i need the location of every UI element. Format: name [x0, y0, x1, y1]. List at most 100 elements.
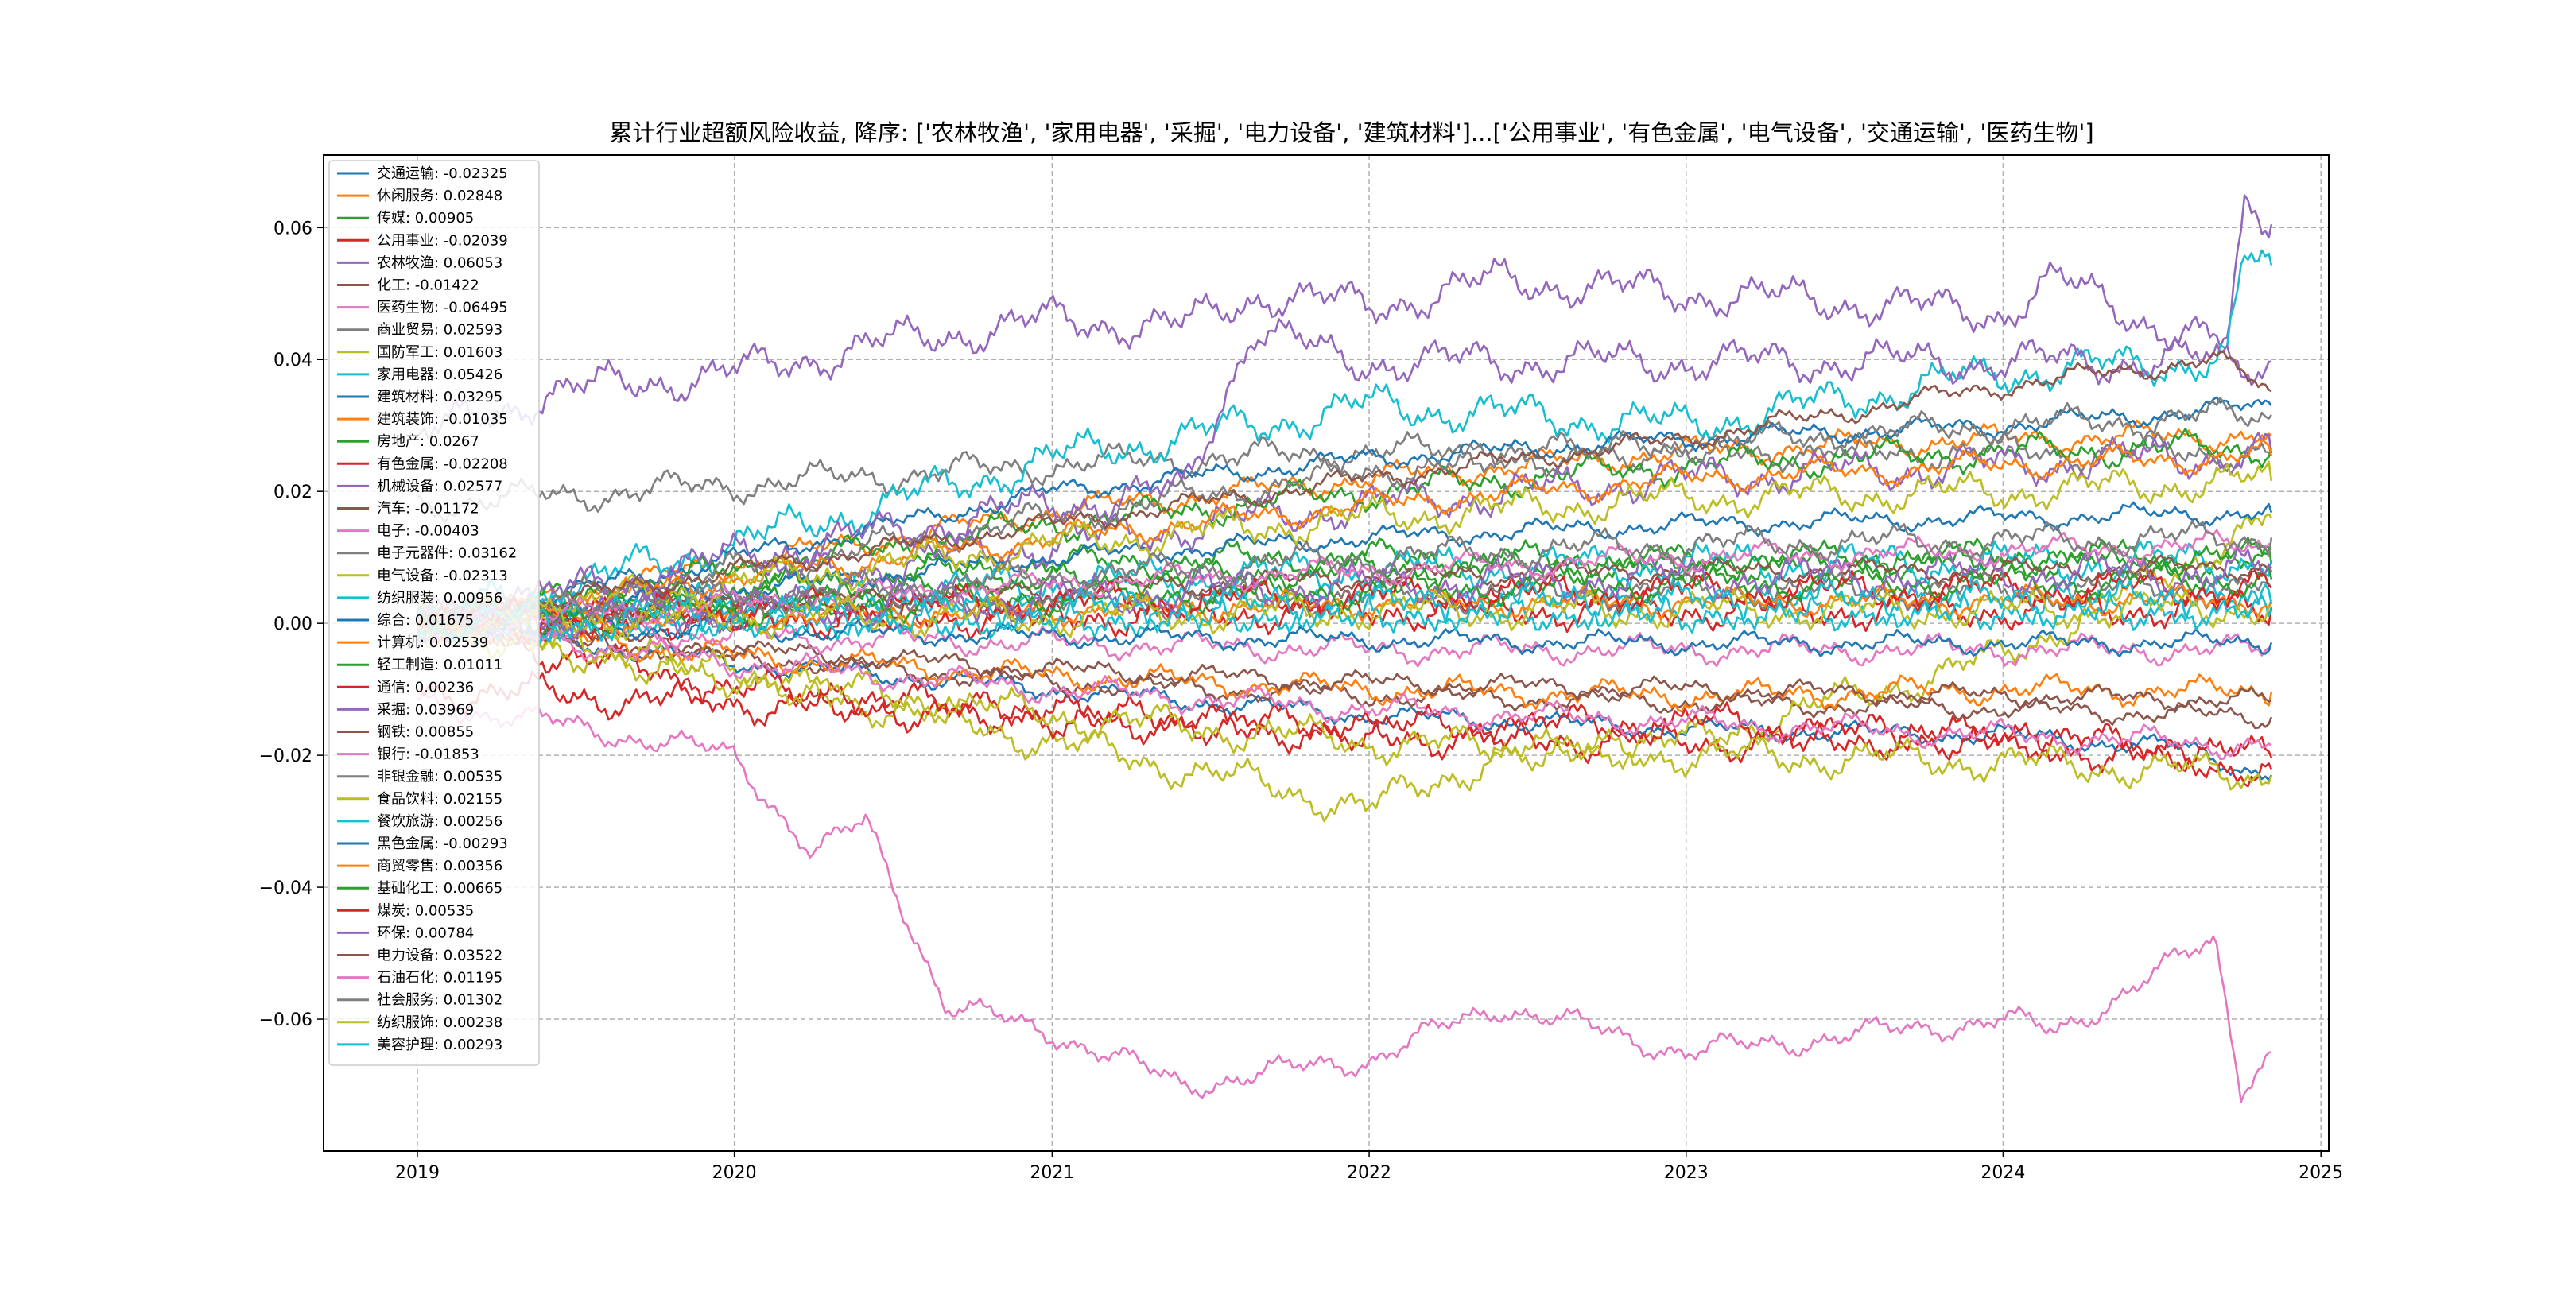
series-line	[417, 428, 2273, 634]
legend-entry-separator: :	[434, 568, 444, 584]
series-line	[416, 520, 2273, 639]
legend-entry-separator: :	[434, 300, 444, 316]
legend-entry-value: -0.00293	[444, 835, 508, 852]
legend-entry: 餐饮旅游: 0.00256	[377, 813, 502, 830]
legend-entry-separator: :	[405, 746, 415, 763]
legend-entry-name: 纺织服饰	[377, 1014, 434, 1031]
legend-entry-value: 0.00784	[415, 925, 474, 941]
legend-entry-value: -0.01035	[444, 411, 508, 428]
legend-entry-name: 通信	[377, 679, 405, 696]
legend-entry-name: 建筑材料	[377, 389, 434, 405]
legend-entry-name: 石油石化	[377, 970, 434, 987]
legend-entry-separator: :	[434, 813, 444, 830]
legend-entry-name: 银行	[377, 746, 405, 763]
series-line	[416, 438, 2273, 632]
legend-entry: 电子: -0.00403	[377, 523, 479, 540]
legend-entry-separator: :	[434, 165, 444, 182]
y-tick-label: 0.06	[274, 219, 312, 238]
legend-entry-separator: :	[434, 411, 444, 428]
legend-entry-value: 0.00256	[444, 813, 502, 830]
legend-entry: 综合: 0.01675	[377, 612, 474, 629]
legend-entry-value: -0.01853	[415, 746, 479, 763]
legend-entry-value: 0.01302	[444, 992, 502, 1009]
legend-entry-value: -0.06495	[444, 300, 508, 316]
legend-entry: 汽车: -0.01172	[377, 501, 479, 518]
legend-entry-name: 电子元器件	[377, 545, 448, 562]
legend-entry-name: 农林牧渔	[377, 254, 434, 271]
legend-entry: 商业贸易: 0.02593	[377, 322, 502, 339]
legend-entry-value: 0.02155	[444, 791, 502, 808]
legend-entry-separator: :	[434, 1037, 444, 1053]
legend-entry-separator: :	[405, 210, 415, 227]
series-line	[417, 513, 2272, 823]
legend-entry: 计算机: 0.02539	[377, 634, 488, 651]
y-tick-label: 0.02	[274, 483, 312, 502]
legend-entry: 纺织服饰: 0.00238	[377, 1014, 502, 1031]
legend-entry-name: 电力设备	[377, 948, 434, 964]
series-line	[417, 194, 2273, 440]
legend-entry-value: 0.00905	[415, 210, 474, 227]
legend-entry-name: 传媒	[377, 210, 405, 227]
series-line	[417, 529, 2271, 635]
y-tick-label: −0.06	[259, 1010, 312, 1030]
series-line	[417, 670, 2273, 788]
legend-entry-value: 0.01675	[415, 612, 474, 629]
legend-entry-separator: :	[405, 925, 415, 941]
legend-entry-name: 社会服务	[377, 992, 434, 1009]
legend-entry-value: -0.02313	[444, 568, 508, 584]
legend-entry: 房地产: 0.0267	[377, 433, 479, 450]
legend-entry-value: 0.03969	[415, 701, 474, 718]
series-line	[416, 568, 2272, 645]
x-axis: 2019 2020 2021 2022 2023 2024 2025	[395, 1151, 2343, 1183]
legend-entry-value: 0.06053	[444, 254, 502, 271]
legend-entry-name: 环保	[377, 925, 405, 941]
legend-entry: 有色金属: -0.02208	[377, 456, 508, 472]
legend-entry-separator: :	[434, 478, 444, 494]
legend-entry: 基础化工: 0.00665	[377, 880, 502, 897]
x-tick-label: 2025	[2299, 1163, 2343, 1183]
legend-entry: 采掘: 0.03969	[377, 701, 474, 718]
series-line	[416, 579, 2273, 645]
y-tick-label: −0.04	[259, 878, 312, 898]
legend-entry-separator: :	[434, 232, 444, 249]
legend-entry-name: 汽车	[377, 501, 405, 518]
legend-entry-value: 0.00855	[415, 724, 474, 741]
legend-entry-name: 家用电器	[377, 366, 434, 383]
legend-entry-value: -0.02325	[444, 165, 508, 182]
legend-entry-name: 商业贸易	[377, 322, 434, 339]
legend-entry-separator: :	[405, 724, 415, 741]
legend-entry: 通信: 0.00236	[377, 679, 474, 696]
legend-entry-separator: :	[448, 545, 458, 562]
legend-entry-separator: :	[434, 769, 444, 785]
legend-entry-separator: :	[420, 433, 429, 450]
legend-entry-name: 食品饮料	[377, 791, 434, 808]
x-tick-label: 2019	[395, 1163, 440, 1183]
series-line	[417, 608, 2272, 668]
x-tick-label: 2023	[1664, 1163, 1709, 1183]
legend-entry: 煤炭: 0.00535	[377, 902, 474, 919]
legend-entry: 家用电器: 0.05426	[377, 366, 502, 383]
legend-entry-separator: :	[434, 456, 444, 472]
legend-entry: 电力设备: 0.03522	[377, 948, 502, 964]
y-axis: 0.06 0.04 0.02 0.00 −0.02 −0.04 −0.06	[259, 219, 324, 1030]
legend-entry: 国防军工: 0.01603	[377, 344, 502, 361]
legend-entry: 钢铁: 0.00855	[377, 724, 474, 741]
legend-entry: 黑色金属: -0.00293	[377, 835, 508, 852]
series-line	[417, 609, 2273, 713]
legend-entry-name: 电子	[377, 523, 405, 540]
legend-entry: 交通运输: -0.02325	[377, 165, 508, 182]
legend-entry: 农林牧渔: 0.06053	[377, 254, 502, 271]
legend-entry-separator: :	[434, 835, 444, 852]
series-line	[417, 614, 2273, 730]
legend-entry-separator: :	[434, 1014, 444, 1031]
legend-entry-name: 电气设备	[377, 568, 434, 584]
legend-entry: 商贸零售: 0.00356	[377, 858, 502, 874]
legend-entry-value: 0.00238	[444, 1014, 502, 1031]
legend-entry-separator: :	[434, 254, 444, 271]
legend-entry: 医药生物: -0.06495	[377, 300, 508, 316]
series-line	[417, 560, 2273, 643]
legend-entry-value: 0.01603	[444, 344, 502, 361]
legend-entry-value: 0.00665	[444, 880, 502, 897]
series-line	[417, 554, 2272, 634]
